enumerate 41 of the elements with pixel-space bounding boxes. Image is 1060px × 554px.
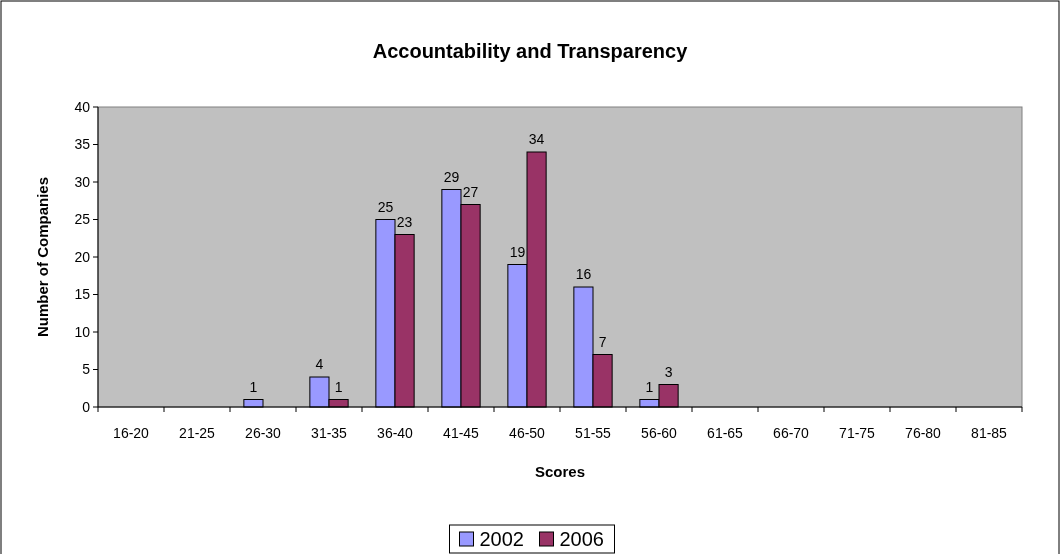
y-tick-label: 30 <box>74 173 91 190</box>
x-tick-label: 76-80 <box>905 425 942 441</box>
y-axis-title: Number of Companies <box>34 176 51 338</box>
data-label: 4 <box>315 356 324 372</box>
data-label: 1 <box>645 378 654 395</box>
data-label: 7 <box>598 333 607 350</box>
x-tick-label: 61-65 <box>707 425 744 441</box>
data-label: 19 <box>509 243 526 260</box>
data-label: 29 <box>443 168 460 185</box>
y-tick-label: 10 <box>74 323 91 340</box>
data-label: 1 <box>249 378 258 395</box>
x-tick-label: 66-70 <box>773 425 810 441</box>
y-tick-label: 0 <box>82 398 91 415</box>
y-tick-label: 15 <box>74 286 91 303</box>
legend-label: 2002 <box>479 528 524 550</box>
x-tick-label: 71-75 <box>839 425 876 441</box>
x-tick-label: 16-20 <box>113 425 150 441</box>
y-tick-label: 20 <box>74 248 91 265</box>
chart-title: Accountability and Transparency <box>372 40 689 62</box>
x-tick-label: 36-40 <box>377 425 414 441</box>
y-tick-label: 5 <box>82 361 91 378</box>
y-tick-label: 35 <box>74 136 91 153</box>
x-tick-label: 46-50 <box>509 425 546 441</box>
data-label: 3 <box>664 363 673 380</box>
data-label: 16 <box>575 266 592 282</box>
x-axis-title: Scores <box>534 463 586 480</box>
x-tick-label: 41-45 <box>443 425 480 441</box>
data-label: 25 <box>377 198 394 215</box>
legend-label: 2006 <box>559 528 604 550</box>
x-tick-label: 81-85 <box>971 425 1008 441</box>
x-tick-label: 21-25 <box>179 425 216 441</box>
data-label: 1 <box>334 378 343 395</box>
y-tick-label: 40 <box>74 98 91 115</box>
x-tick-label: 31-35 <box>311 425 348 441</box>
y-tick-label: 25 <box>74 211 91 228</box>
x-tick-label: 56-60 <box>641 425 678 441</box>
data-label: 27 <box>462 183 479 200</box>
x-tick-label: 26-30 <box>245 425 282 441</box>
data-label: 23 <box>396 213 413 230</box>
data-label: 34 <box>528 131 545 147</box>
x-tick-label: 51-55 <box>575 425 612 441</box>
